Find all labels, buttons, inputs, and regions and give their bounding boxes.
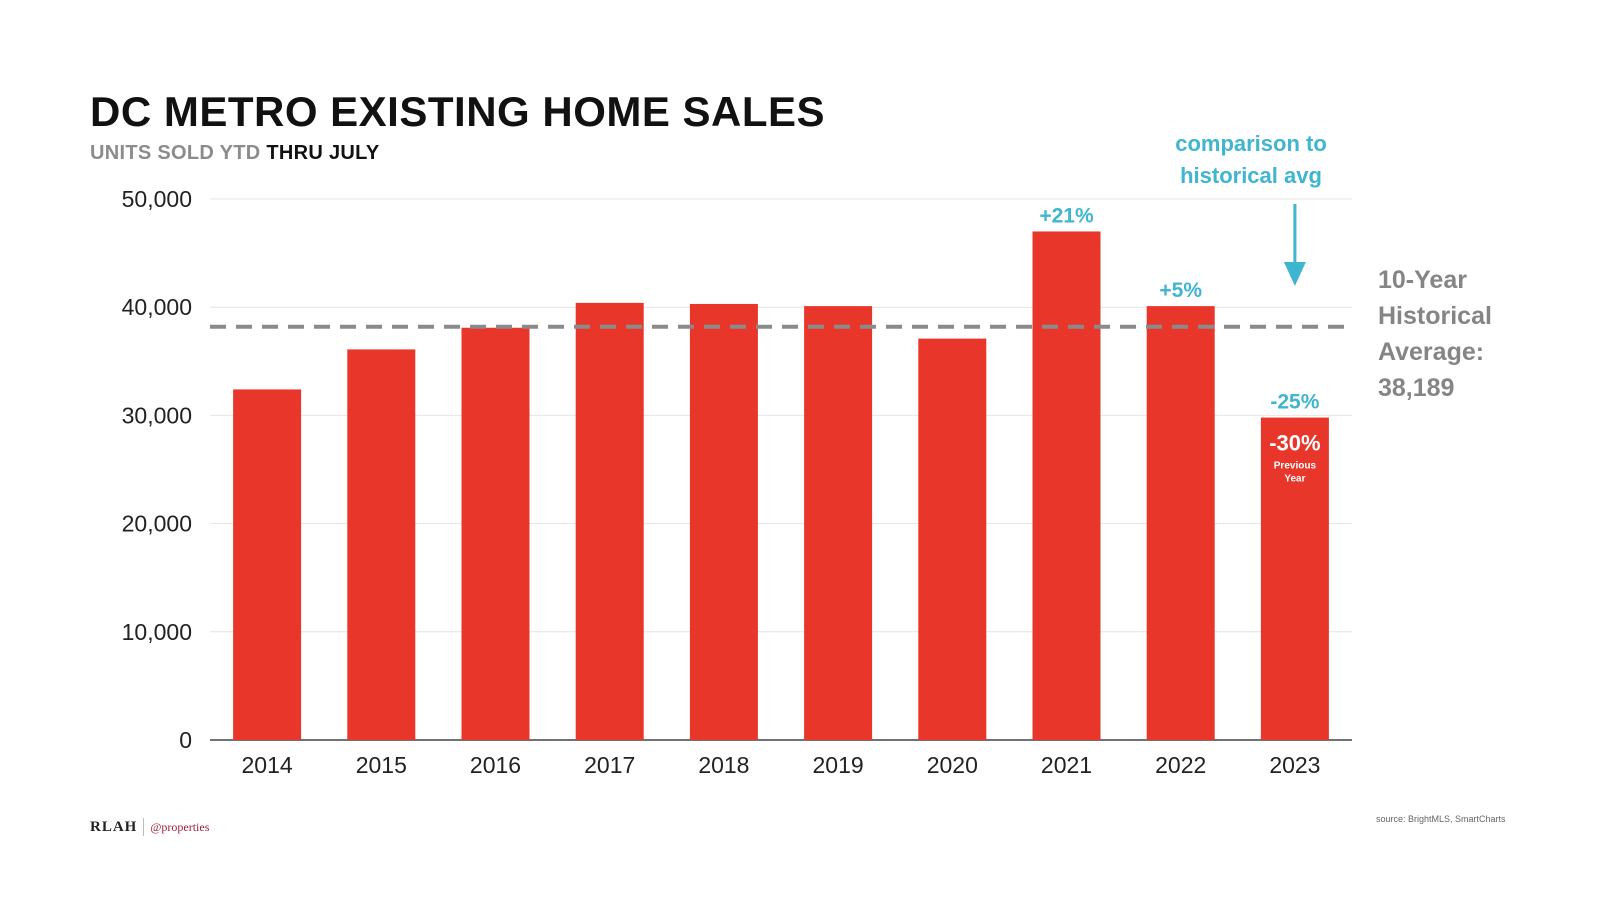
data-label: -25% — [1270, 391, 1319, 414]
bar — [1260, 417, 1329, 740]
x-tick-label: 2023 — [1269, 752, 1320, 778]
bar — [233, 389, 302, 740]
x-tick-label: 2016 — [470, 752, 521, 778]
bar — [1032, 231, 1101, 740]
bar — [689, 303, 758, 740]
x-tick-label: 2022 — [1155, 752, 1206, 778]
logo-divider — [143, 818, 145, 836]
y-tick-label: 0 — [179, 727, 192, 753]
bar — [918, 338, 987, 740]
bar — [575, 302, 644, 740]
x-tick-label: 2014 — [242, 752, 293, 778]
historical-average-line: 10-Year — [1378, 266, 1467, 294]
comparison-annotation-line: comparison to — [1175, 131, 1327, 156]
y-tick-label: 40,000 — [122, 294, 192, 320]
brand-logo: RLAH @properties — [90, 818, 209, 836]
x-tick-label: 2015 — [356, 752, 407, 778]
properties-logo: @properties — [150, 819, 210, 834]
bar — [347, 349, 416, 740]
comparison-annotation-line: historical avg — [1180, 163, 1322, 188]
rlah-logo: RLAH — [90, 818, 138, 835]
x-tick-label: 2017 — [584, 752, 635, 778]
chart-title: DC METRO EXISTING HOME SALES — [90, 88, 826, 135]
subtitle-strong: THRU JULY — [266, 142, 380, 164]
y-tick-label: 50,000 — [122, 186, 192, 212]
x-tick-label: 2019 — [813, 752, 864, 778]
inner-bar-sublabel: Year — [1284, 474, 1305, 485]
inner-bar-label: -30% — [1269, 431, 1320, 456]
bar — [1146, 306, 1215, 740]
historical-average-line: Average: — [1378, 338, 1485, 366]
subtitle-muted: UNITS SOLD YTD — [90, 142, 261, 164]
inner-bar-sublabel: Previous — [1274, 461, 1317, 472]
historical-average-label: 10-Year Historical Average: 38,189 — [1378, 262, 1492, 406]
y-tick-label: 10,000 — [122, 619, 192, 645]
bar — [461, 327, 530, 740]
x-tick-label: 2018 — [698, 752, 749, 778]
comparison-annotation: comparison to historical avg — [1150, 128, 1352, 192]
y-tick-label: 30,000 — [122, 402, 192, 428]
annotation-arrow-head — [1283, 262, 1306, 286]
y-tick-label: 20,000 — [122, 511, 192, 537]
data-label: +21% — [1039, 204, 1094, 227]
bar — [804, 306, 873, 740]
historical-average-line: Historical — [1378, 302, 1492, 330]
historical-average-value: 38,189 — [1378, 374, 1455, 402]
x-tick-label: 2020 — [927, 752, 978, 778]
data-label: +5% — [1159, 279, 1202, 302]
source-note: source: BrightMLS, SmartCharts — [1376, 814, 1506, 824]
chart-subtitle: UNITS SOLD YTD THRU JULY — [90, 142, 379, 165]
x-tick-label: 2021 — [1041, 752, 1092, 778]
